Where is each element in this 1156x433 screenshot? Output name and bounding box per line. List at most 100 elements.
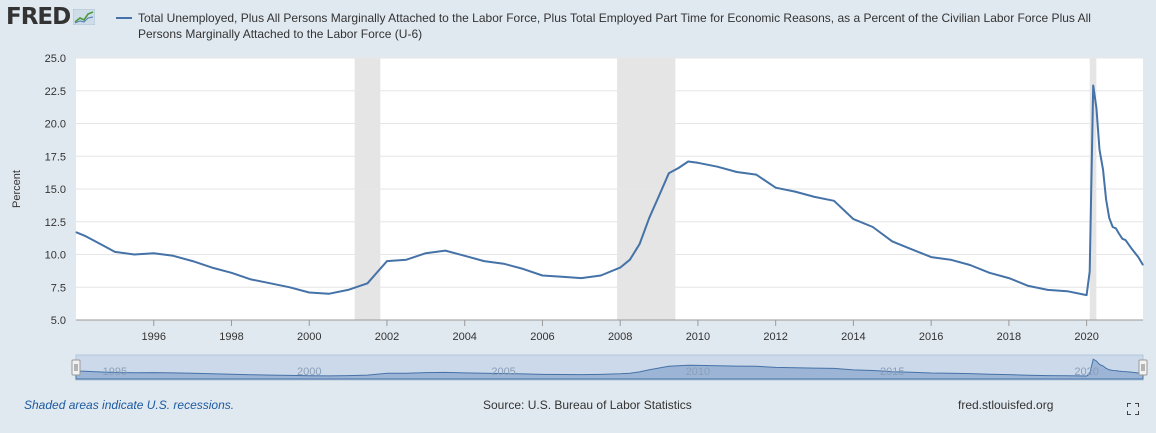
data-point xyxy=(94,240,97,243)
navigator-label: 2015 xyxy=(880,366,904,378)
data-point xyxy=(444,249,447,252)
data-point xyxy=(1088,270,1091,273)
data-point xyxy=(629,258,631,261)
data-point xyxy=(288,286,291,289)
data-point xyxy=(84,235,87,237)
data-point xyxy=(687,160,690,163)
legend-swatch xyxy=(116,17,132,19)
data-point xyxy=(1142,264,1144,266)
x-tick-label: 2004 xyxy=(452,331,476,343)
x-tick-label: 2014 xyxy=(841,331,865,343)
data-point xyxy=(561,275,563,278)
data-point xyxy=(677,167,680,169)
navigator-label: 2000 xyxy=(297,366,321,378)
data-point xyxy=(308,291,311,294)
data-point xyxy=(930,256,932,258)
navigator-label: 2020 xyxy=(1074,366,1098,378)
site-link[interactable]: fred.stlouisfed.org xyxy=(958,398,1054,412)
chart-legend: Total Unemployed, Plus All Persons Margi… xyxy=(116,10,1116,42)
data-point xyxy=(405,258,408,261)
y-tick-label: 10.0 xyxy=(45,250,66,262)
data-point xyxy=(1114,227,1117,230)
x-tick-label: 1996 xyxy=(141,331,165,343)
data-point xyxy=(502,262,505,265)
data-point xyxy=(716,165,719,168)
data-point xyxy=(1137,256,1140,258)
data-point xyxy=(347,289,349,291)
data-point xyxy=(327,293,330,295)
fred-logo[interactable]: FRED xyxy=(6,4,96,30)
data-point xyxy=(104,245,106,248)
data-point xyxy=(425,252,427,254)
line-chart[interactable]: 5.0 7.5 10.0 12.5 15.0 17.5 20.0 22.5 25.0 1996 19… xyxy=(0,0,1156,395)
data-point xyxy=(541,274,544,277)
y-axis-label: Percent xyxy=(11,170,23,208)
x-tick-label: 2000 xyxy=(297,331,321,343)
y-tick-label: 25.0 xyxy=(45,53,66,65)
data-point xyxy=(269,282,272,285)
data-point xyxy=(1124,239,1127,241)
data-point xyxy=(522,268,524,270)
data-point xyxy=(133,253,136,256)
y-tick-label: 22.5 xyxy=(45,86,66,98)
x-tick-label: 2012 xyxy=(763,331,787,343)
data-point xyxy=(114,251,116,253)
data-point xyxy=(1111,226,1114,228)
fred-graph-icon xyxy=(73,9,96,25)
data-point xyxy=(667,172,670,175)
data-point xyxy=(969,264,971,266)
data-point xyxy=(1102,168,1104,171)
data-point xyxy=(250,278,252,281)
source-text: Source: U.S. Bureau of Labor Statistics xyxy=(483,398,692,412)
data-point xyxy=(211,266,213,269)
navigator-handle-left[interactable] xyxy=(71,359,81,376)
data-point xyxy=(619,266,621,269)
navigator-label: 2010 xyxy=(686,366,710,378)
x-tick-label: 2008 xyxy=(608,331,632,343)
legend-label: Total Unemployed, Plus All Persons Margi… xyxy=(138,11,1091,41)
data-point xyxy=(230,272,233,274)
x-tick-label: 1998 xyxy=(219,331,243,343)
data-point xyxy=(1108,217,1110,219)
data-point xyxy=(172,255,174,257)
data-point xyxy=(1008,277,1010,279)
data-point xyxy=(191,260,194,262)
data-point xyxy=(1095,106,1098,109)
navigator-handle-right[interactable] xyxy=(1138,359,1148,376)
x-tick-label: 2016 xyxy=(919,331,943,343)
data-point xyxy=(949,258,952,261)
data-point xyxy=(833,199,835,202)
y-tick-label: 7.5 xyxy=(51,282,66,294)
navigator-label: 2005 xyxy=(491,366,515,378)
data-point xyxy=(580,277,583,279)
recession-note: Shaded areas indicate U.S. recessions. xyxy=(24,398,235,412)
data-point xyxy=(697,162,699,164)
data-point xyxy=(366,282,369,285)
x-tick-label: 2010 xyxy=(686,331,710,343)
data-point xyxy=(1092,84,1095,87)
data-point xyxy=(75,231,77,234)
data-point xyxy=(1118,232,1120,235)
y-tick-label: 20.0 xyxy=(45,119,66,131)
data-point xyxy=(1027,285,1030,287)
x-tick-label: 2006 xyxy=(530,331,554,343)
data-point xyxy=(736,171,738,173)
navigator-series xyxy=(75,358,1144,380)
data-point xyxy=(755,173,758,176)
data-point xyxy=(386,260,388,262)
data-point xyxy=(774,186,777,189)
data-point xyxy=(599,274,602,277)
y-tick-label: 5.0 xyxy=(51,315,66,327)
data-point xyxy=(1105,198,1107,201)
data-point xyxy=(1046,289,1049,291)
fullscreen-icon[interactable] xyxy=(1127,403,1139,415)
x-tick-label: 2020 xyxy=(1074,331,1098,343)
y-tick-label: 17.5 xyxy=(45,151,66,163)
data-point xyxy=(1098,148,1101,151)
x-tick-label: 2002 xyxy=(375,331,399,343)
data-point xyxy=(483,260,485,262)
navigator-label: 1995 xyxy=(103,366,127,378)
logo-text: FRED xyxy=(6,4,71,30)
data-point xyxy=(872,226,874,228)
data-point xyxy=(658,194,660,197)
